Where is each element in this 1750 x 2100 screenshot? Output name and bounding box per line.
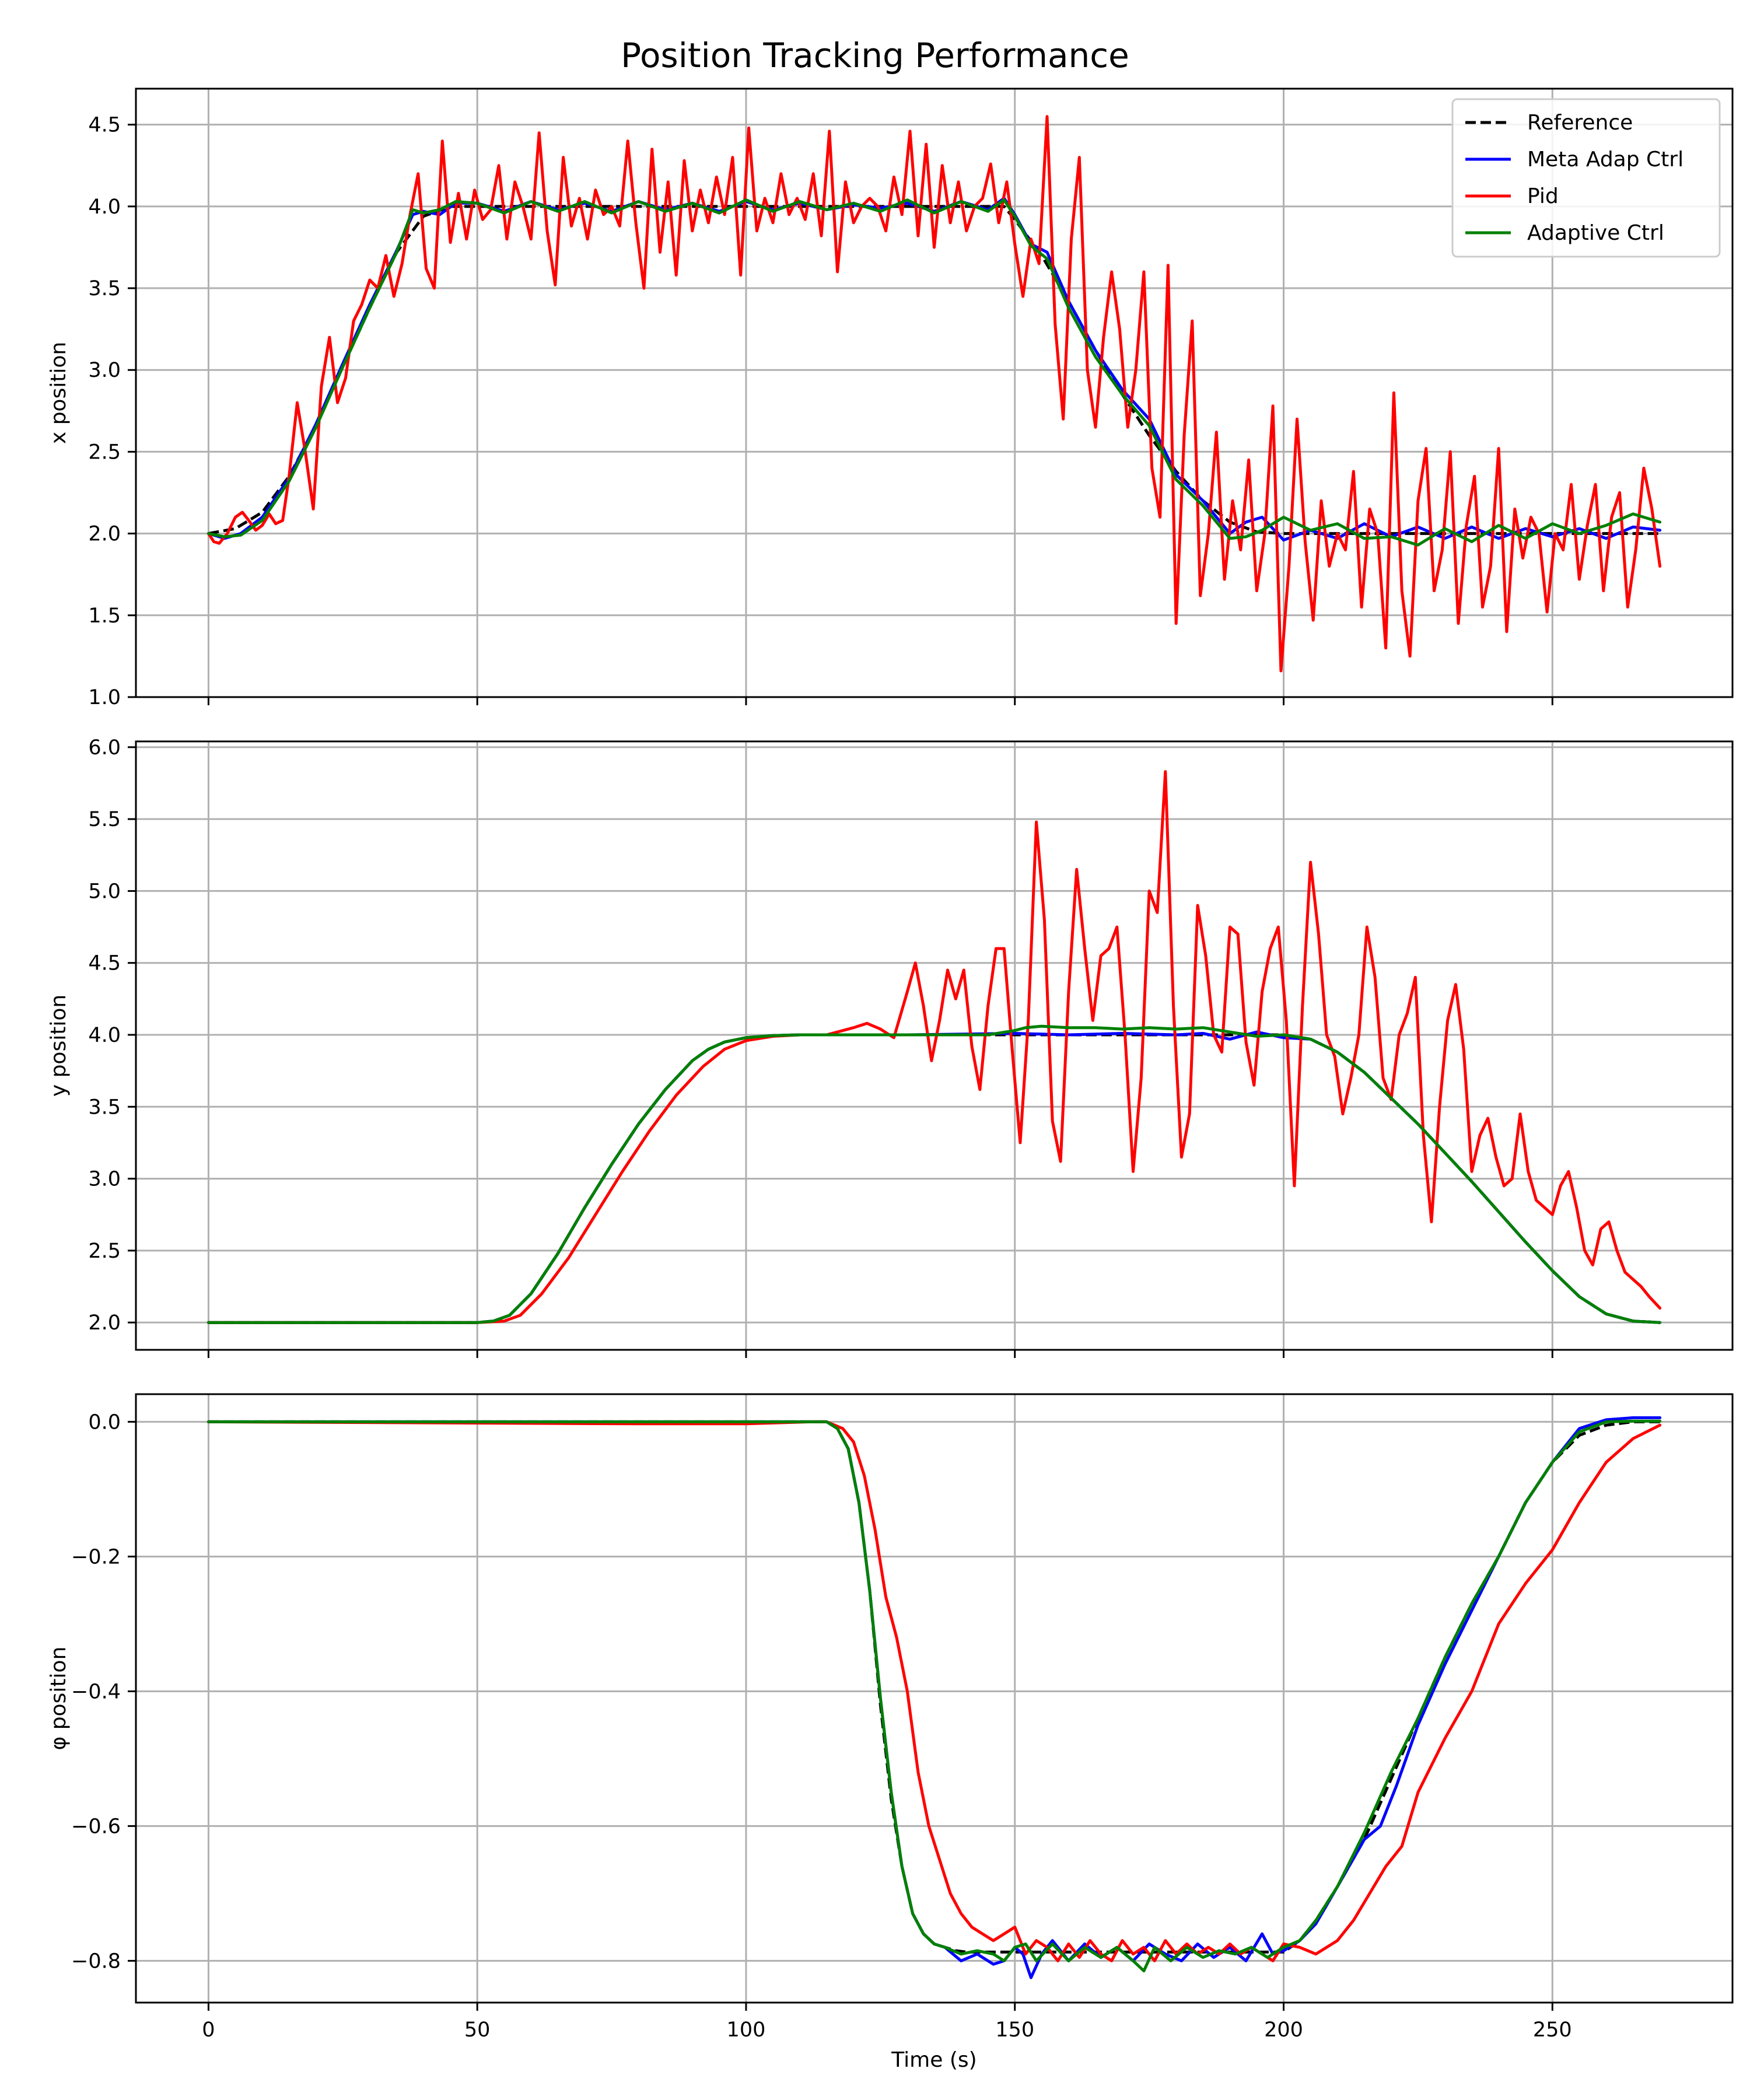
y-tick-label: 2.0 (88, 1311, 121, 1335)
y-tick-label: 3.0 (88, 1168, 121, 1191)
x-tick-label: 50 (464, 2018, 491, 2042)
y-tick-label: 4.5 (88, 114, 121, 137)
y-tick-label: 4.0 (88, 1024, 121, 1047)
series-line-adaptive-ctrl (206, 198, 1662, 547)
axes-frame (135, 740, 1734, 1351)
y-tick-label: 4.0 (88, 195, 121, 219)
y-tick-label: 3.5 (88, 1096, 121, 1119)
x-tick-label: 0 (202, 2018, 215, 2042)
legend-box (1451, 98, 1721, 258)
legend-label: Meta Adap Ctrl (1527, 148, 1684, 172)
chart-title: Position Tracking Performance (621, 36, 1129, 75)
series-group (206, 115, 1662, 673)
y-tick-label: 3.0 (88, 359, 121, 382)
axes-frame (135, 88, 1734, 698)
y-tick-label: 4.5 (88, 952, 121, 975)
axes-frame (135, 1393, 1734, 2004)
y-axis-label: φ position (47, 1647, 71, 1751)
series-group (206, 770, 1662, 1324)
y-tick-label: −0.8 (71, 1950, 121, 1973)
y-axis-label: y position (47, 995, 71, 1097)
y-tick-label: 1.5 (88, 604, 121, 628)
series-line-adaptive-ctrl (206, 1419, 1662, 1973)
y-tick-label: −0.6 (71, 1815, 121, 1838)
x-axis-label: Time (s) (891, 2048, 977, 2072)
legend-label: Adaptive Ctrl (1527, 221, 1664, 245)
y-tick-label: 2.5 (88, 440, 121, 464)
legend: Reference Meta Adap Ctrl Pid Adaptive Ctrl (1451, 98, 1721, 258)
y-tick-label: 0.0 (88, 1410, 121, 1434)
y-axis-label: x position (47, 342, 71, 444)
y-tick-label: −0.4 (71, 1680, 121, 1703)
y-tick-label: 1.0 (88, 686, 121, 709)
x-tick-label: 250 (1533, 2018, 1572, 2042)
y-tick-label: −0.2 (71, 1545, 121, 1569)
y-tick-label: 2.5 (88, 1240, 121, 1263)
x-tick-label: 200 (1264, 2018, 1303, 2042)
subplot-phi-position: 0 50 100 150 200 250 −0.8 −0.6 −0.4 −0.2 0.0 φ posi… (47, 1393, 1734, 2072)
legend-label: Reference (1527, 111, 1633, 135)
x-tick-label: 100 (727, 2018, 766, 2042)
series-group (206, 1416, 1662, 1979)
y-tick-label: 2.0 (88, 523, 121, 546)
y-tick-label: 3.5 (88, 277, 121, 300)
subplot-y-position: 2.0 2.5 3.0 3.5 4.0 4.5 5.0 5.5 6.0 y position (47, 736, 1734, 1358)
y-tick-label: 5.0 (88, 880, 121, 903)
series-line-pid (206, 1420, 1662, 1962)
series-line-pid (206, 115, 1662, 673)
y-tick-label: 5.5 (88, 808, 121, 831)
legend-label: Pid (1527, 184, 1559, 208)
series-line-adaptive-ctrl (206, 1024, 1662, 1324)
x-tick-label: 150 (995, 2018, 1034, 2042)
y-tick-label: 6.0 (88, 736, 121, 760)
